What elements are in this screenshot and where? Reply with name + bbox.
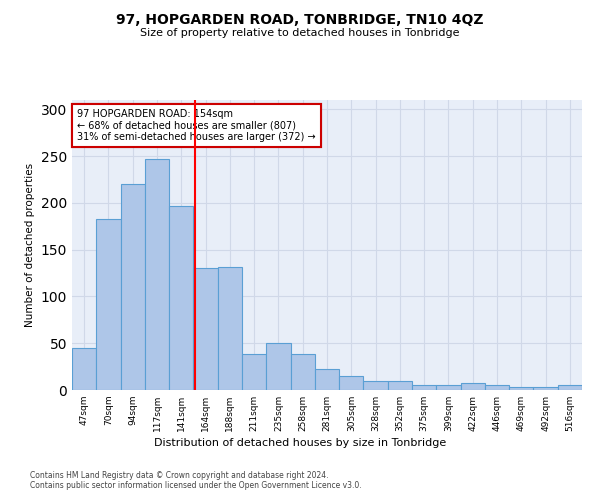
Text: 97, HOPGARDEN ROAD, TONBRIDGE, TN10 4QZ: 97, HOPGARDEN ROAD, TONBRIDGE, TN10 4QZ: [116, 12, 484, 26]
Text: Size of property relative to detached houses in Tonbridge: Size of property relative to detached ho…: [140, 28, 460, 38]
Bar: [145, 159, 169, 390]
Bar: [290, 354, 315, 390]
Bar: [558, 386, 582, 390]
Bar: [218, 266, 242, 390]
Bar: [339, 376, 364, 390]
Bar: [242, 354, 266, 390]
Bar: [436, 386, 461, 390]
Bar: [485, 386, 509, 390]
Bar: [364, 380, 388, 390]
Bar: [121, 184, 145, 390]
Text: Distribution of detached houses by size in Tonbridge: Distribution of detached houses by size …: [154, 438, 446, 448]
Bar: [266, 343, 290, 390]
Bar: [193, 268, 218, 390]
Bar: [388, 380, 412, 390]
Bar: [533, 387, 558, 390]
Bar: [96, 219, 121, 390]
Bar: [412, 386, 436, 390]
Bar: [169, 206, 193, 390]
Y-axis label: Number of detached properties: Number of detached properties: [25, 163, 35, 327]
Bar: [461, 382, 485, 390]
Text: 97 HOPGARDEN ROAD: 154sqm
← 68% of detached houses are smaller (807)
31% of semi: 97 HOPGARDEN ROAD: 154sqm ← 68% of detac…: [77, 108, 316, 142]
Text: Contains public sector information licensed under the Open Government Licence v3: Contains public sector information licen…: [30, 481, 362, 490]
Bar: [315, 370, 339, 390]
Bar: [509, 387, 533, 390]
Bar: [72, 348, 96, 390]
Text: 97 HOPGARDEN ROAD: 154sqm
← 68% of detached houses are smaller (807)
31% of semi: 97 HOPGARDEN ROAD: 154sqm ← 68% of detac…: [77, 108, 316, 142]
Text: Contains HM Land Registry data © Crown copyright and database right 2024.: Contains HM Land Registry data © Crown c…: [30, 471, 329, 480]
